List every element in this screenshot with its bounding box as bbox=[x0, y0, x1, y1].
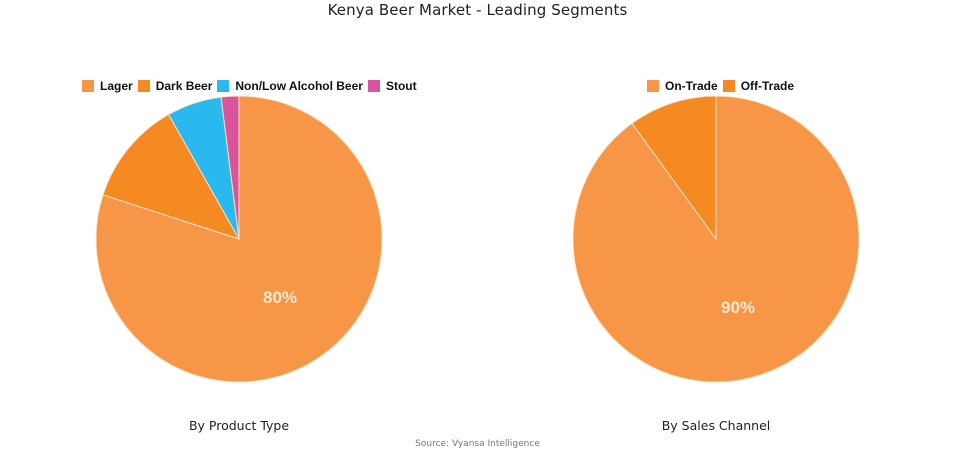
on-trade-percent-label: 90% bbox=[721, 298, 755, 317]
legend-item-lager[interactable]: Lager bbox=[82, 79, 133, 93]
product-type-legend: Lager Dark Beer Non/Low Alcohol Beer Sto… bbox=[82, 79, 422, 93]
legend-item-non-low-alcohol[interactable]: Non/Low Alcohol Beer bbox=[217, 79, 363, 93]
off-trade-swatch bbox=[722, 80, 735, 92]
slice-off-trade[interactable] bbox=[631, 95, 717, 241]
legend-item-dark-beer[interactable]: Dark Beer bbox=[137, 79, 213, 93]
slice-dark-beer[interactable] bbox=[102, 113, 241, 240]
legend-label: Non/Low Alcohol Beer bbox=[235, 79, 363, 93]
dark-beer-swatch bbox=[137, 80, 150, 92]
product-type-pie bbox=[95, 95, 383, 383]
lager-swatch bbox=[82, 80, 94, 92]
legend-label: Stout bbox=[385, 79, 417, 93]
sales-channel-subtitle: By Sales Channel bbox=[661, 418, 771, 433]
legend-label: Dark Beer bbox=[155, 79, 213, 93]
legend-label: On-Trade bbox=[665, 79, 718, 93]
lager-percent-label: 80% bbox=[263, 288, 297, 307]
product-type-subtitle: By Product Type bbox=[188, 418, 290, 433]
sales-channel-legend: On-Trade Off-Trade bbox=[647, 79, 799, 93]
stout-swatch bbox=[367, 80, 380, 92]
on-trade-swatch bbox=[647, 80, 659, 92]
sales-channel-pie bbox=[572, 95, 860, 383]
slice-stout[interactable] bbox=[220, 95, 240, 240]
source-note: Source: Vyansa Intelligence bbox=[415, 439, 540, 449]
legend-item-on-trade[interactable]: On-Trade bbox=[647, 79, 718, 93]
legend-label: Off-Trade bbox=[740, 79, 795, 93]
chart-title: Kenya Beer Market - Leading Segments bbox=[327, 1, 628, 19]
legend-item-off-trade[interactable]: Off-Trade bbox=[722, 79, 795, 93]
legend-label: Lager bbox=[100, 79, 133, 93]
non-low-swatch bbox=[217, 80, 230, 92]
legend-item-stout[interactable]: Stout bbox=[367, 79, 417, 93]
